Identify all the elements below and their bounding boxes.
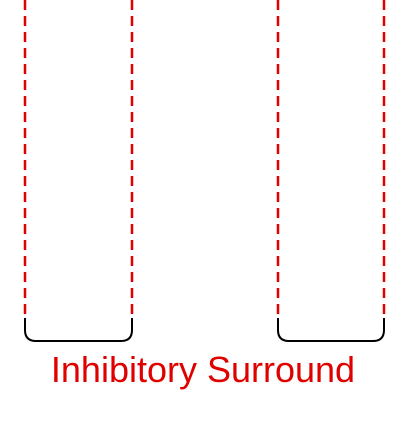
left-column-cup-outline xyxy=(24,318,133,342)
right-column-cup-outline xyxy=(277,318,385,342)
right-surround-column xyxy=(276,0,386,342)
diagram-caption: Inhibitory Surround xyxy=(50,349,356,390)
left-surround-column xyxy=(23,0,134,342)
